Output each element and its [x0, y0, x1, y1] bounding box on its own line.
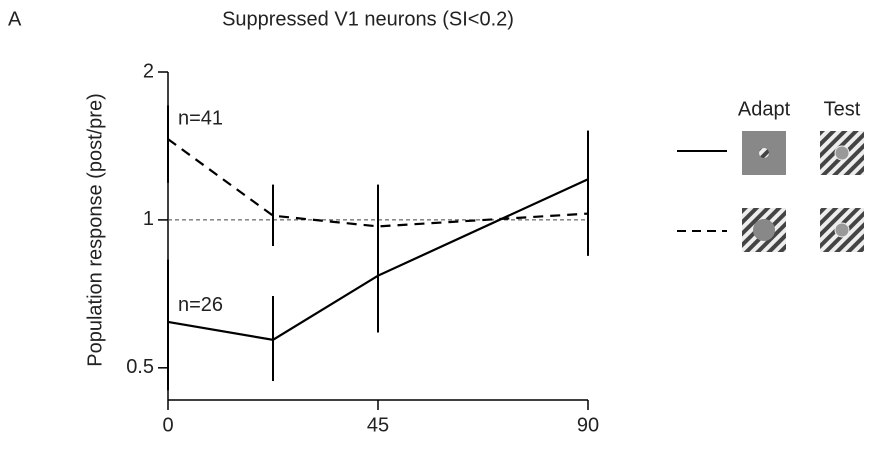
series-line	[167, 178, 589, 342]
test-patch	[834, 145, 850, 161]
y-tick-label: 1	[143, 208, 154, 230]
chart-title: Suppressed V1 neurons (SI<0.2)	[222, 8, 514, 30]
legend-adapt-label: Adapt	[738, 98, 791, 120]
y-tick-label: 2	[143, 60, 154, 82]
legend: Adapt Test	[677, 98, 864, 252]
adapt-hole	[753, 219, 775, 241]
y-axis-label: Population response (post/pre)	[84, 93, 106, 367]
adapt-patch	[759, 148, 769, 158]
x-tick-label: 90	[577, 414, 599, 436]
y-tick-label: 0.5	[126, 356, 154, 378]
series-annotation: n=26	[178, 294, 223, 316]
test-patch	[834, 222, 850, 238]
x-tick-label: 45	[367, 414, 389, 436]
series-annotation: n=41	[178, 108, 223, 130]
x-tick-label: 0	[162, 414, 173, 436]
panel-label: A	[8, 8, 22, 30]
legend-test-label: Test	[824, 98, 861, 120]
series-line	[167, 138, 589, 228]
